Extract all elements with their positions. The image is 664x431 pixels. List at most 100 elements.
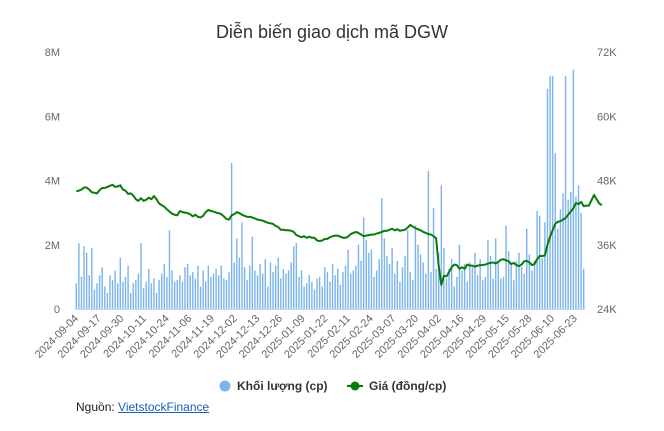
volume-bar — [337, 268, 339, 309]
volume-bar — [484, 276, 487, 310]
source-link[interactable]: VietstockFinance — [118, 400, 210, 414]
volume-bar — [135, 280, 137, 309]
volume-bar — [210, 276, 212, 310]
volume-bar — [479, 259, 481, 309]
volume-bar — [243, 267, 246, 309]
volume-bar — [549, 76, 551, 309]
volume-bar — [355, 265, 357, 309]
volume-bar — [197, 265, 199, 309]
volume-bar — [507, 251, 510, 309]
volume-bar — [406, 230, 409, 309]
volume-bar — [375, 270, 378, 309]
volume-bar — [168, 230, 171, 309]
volume-bar — [562, 193, 564, 309]
volume-bar — [523, 273, 525, 309]
volume-bar — [520, 267, 523, 309]
volume-bar — [453, 286, 455, 309]
volume-bar — [290, 262, 292, 309]
volume-bar — [391, 247, 393, 309]
volume-bar — [238, 257, 241, 309]
volume-bar — [179, 275, 181, 309]
volume-bar — [176, 280, 178, 309]
volume-bar — [570, 191, 572, 309]
volume-bar — [246, 280, 248, 309]
volume-bar — [494, 238, 497, 309]
volume-bar — [298, 276, 300, 310]
volume-bar — [220, 265, 222, 309]
volume-bar — [111, 280, 114, 309]
volume-bar — [360, 260, 362, 309]
volume-bar — [75, 283, 77, 309]
volume-bar — [264, 259, 266, 309]
volume-bar — [282, 268, 285, 309]
volume-bar — [513, 280, 515, 309]
volume-bar — [352, 270, 355, 309]
volume-bar — [259, 264, 261, 309]
volume-bar — [181, 281, 184, 309]
volume-bar — [93, 289, 96, 309]
volume-bar — [370, 249, 373, 309]
volume-bar — [269, 262, 272, 309]
volume-bar — [329, 281, 331, 309]
legend-volume-label: Khối lượng (cp) — [237, 379, 328, 393]
volume-bar — [344, 265, 347, 309]
volume-bar — [409, 272, 411, 309]
volume-bar — [567, 199, 569, 309]
y-left-tick-label: 2M — [45, 240, 60, 252]
volume-bar — [272, 272, 274, 309]
volume-bar — [122, 281, 124, 309]
chart-title: Diễn biến giao dịch mã DGW — [216, 21, 448, 42]
volume-bar — [261, 273, 264, 309]
source-label: Nguồn: — [76, 400, 115, 414]
volume-bar — [383, 238, 386, 309]
volume-bar — [127, 265, 129, 309]
volume-bar — [212, 273, 215, 309]
volume-bar — [450, 259, 453, 309]
volume-bar — [396, 260, 399, 309]
volume-bar — [347, 249, 349, 309]
volume-bar — [145, 281, 147, 309]
volume-bar — [414, 225, 417, 309]
volume-bar — [311, 281, 313, 309]
volume-bar — [492, 278, 494, 309]
volume-bar — [458, 244, 461, 309]
volume-bar — [192, 272, 194, 309]
volume-bar — [78, 243, 80, 309]
volume-bar — [469, 262, 471, 309]
volume-bar — [316, 278, 318, 309]
volume-bar — [518, 252, 520, 309]
volume-bar — [425, 273, 427, 309]
volume-bar — [489, 255, 492, 309]
volume-bar — [577, 185, 580, 309]
volume-bar — [461, 270, 463, 309]
volume-bar — [466, 281, 468, 309]
volume-bar — [582, 268, 585, 309]
volume-bar — [318, 276, 321, 310]
y-right-tick-label: 36K — [597, 240, 617, 252]
volume-bar — [505, 225, 507, 309]
volume-bar — [80, 276, 83, 310]
volume-bar — [422, 262, 424, 309]
volume-bar — [417, 244, 419, 309]
volume-bar — [285, 273, 287, 309]
volume-bar — [401, 267, 404, 309]
volume-bar — [326, 272, 329, 309]
legend-price-marker — [350, 381, 360, 391]
volume-bar — [427, 170, 430, 309]
volume-bar — [362, 217, 365, 309]
volume-bar — [419, 254, 422, 309]
volume-bar — [541, 257, 543, 309]
volume-bar — [230, 162, 233, 309]
y-right-tick-label: 72K — [597, 47, 617, 59]
volume-bar — [207, 265, 210, 309]
volume-bar — [526, 228, 528, 309]
volume-bar — [293, 246, 295, 309]
volume-bar — [546, 88, 549, 309]
volume-bar — [502, 276, 505, 310]
volume-bar — [202, 270, 204, 309]
volume-bar — [471, 267, 474, 309]
volume-bar — [142, 288, 145, 309]
source-line: Nguồn: VietstockFinance — [76, 400, 209, 414]
volume-bar — [249, 265, 251, 309]
